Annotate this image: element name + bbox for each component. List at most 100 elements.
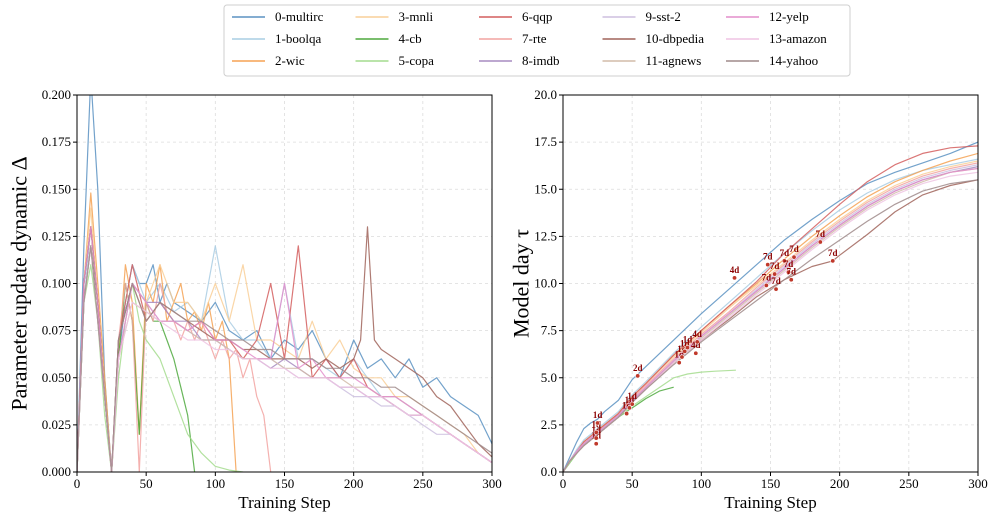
left-y-tick-label: 0.200: [42, 87, 71, 102]
right-y-tick-label: 7.5: [541, 323, 557, 338]
legend-label-13-amazon: 13-amazon: [769, 31, 827, 46]
legend-label-6-qqp: 6-qqp: [522, 9, 552, 24]
legend-label-12-yelp: 12-yelp: [769, 9, 809, 24]
left-y-tick-label: 0.000: [42, 464, 71, 479]
right-x-tick-label: 300: [968, 476, 988, 491]
right-series-0-multirc: [563, 141, 978, 472]
right-annotation-label: 7d: [789, 244, 799, 254]
left-y-tick-label: 0.050: [42, 370, 71, 385]
right-annotation-label: 1d: [627, 391, 637, 401]
right-annotation-marker: [629, 401, 635, 407]
left-y-tick-label: 0.150: [42, 181, 71, 196]
legend-label-1-boolqa: 1-boolqa: [275, 31, 321, 46]
right-annotation-marker: [684, 345, 690, 351]
right-annotation-label: 7d: [786, 267, 796, 277]
right-annotation-label: 1d: [593, 410, 603, 420]
left-series-group: [77, 95, 492, 472]
right-annotation-label: 7d: [762, 272, 772, 282]
legend-label-2-wic: 2-wic: [275, 53, 305, 68]
right-y-tick-label: 10.0: [534, 276, 557, 291]
right-series-6-qqp: [563, 145, 978, 472]
right-annotation-marker: [676, 360, 682, 366]
legend-label-14-yahoo: 14-yahoo: [769, 53, 818, 68]
left-y-tick-label: 0.125: [42, 228, 71, 243]
right-annotation-label: 1d: [683, 335, 693, 345]
right-x-tick-label: 200: [830, 476, 850, 491]
legend-label-8-imdb: 8-imdb: [522, 53, 560, 68]
right-series-1-boolqa: [563, 158, 978, 472]
right-annotation-label: 2d: [633, 363, 643, 373]
right-annotation-label: 4d: [691, 340, 701, 350]
right-annotation-marker: [732, 275, 738, 281]
right-x-axis-label: Training Step: [724, 493, 816, 512]
left-x-axis-label: Training Step: [238, 493, 330, 512]
right-annotation-label: 1d: [622, 401, 632, 411]
right-annotation-label: 4d: [730, 265, 740, 275]
right-annotation-marker: [765, 262, 771, 268]
right-annotation-marker: [635, 373, 641, 379]
legend-label-11-agnews: 11-agnews: [646, 53, 702, 68]
right-annotation-marker: [763, 282, 769, 288]
right-annotation-marker: [679, 354, 685, 360]
right-y-axis-label: Model day τ: [509, 229, 534, 338]
right-annotation-marker: [694, 339, 700, 345]
right-y-tick-label: 2.5: [541, 417, 557, 432]
right-annotation-label: 1d: [680, 338, 690, 348]
right-annotation-label: 1d: [674, 350, 684, 360]
right-y-tick-label: 0.0: [541, 464, 557, 479]
right-annotation-label: 7d: [816, 229, 826, 239]
right-annotation-marker: [772, 271, 778, 277]
right-y-tick-label: 12.5: [534, 228, 557, 243]
left-x-tick-label: 100: [206, 476, 226, 491]
right-annotation-label: 7d: [763, 252, 773, 262]
left-y-tick-label: 0.100: [42, 276, 71, 291]
legend-label-7-rte: 7-rte: [522, 31, 547, 46]
right-annotation-marker: [791, 254, 797, 260]
right-annotation-label: 1d: [677, 344, 687, 354]
left-x-tick-label: 150: [275, 476, 295, 491]
left-x-tick-label: 250: [413, 476, 433, 491]
left-x-tick-label: 0: [74, 476, 81, 491]
left-x-tick-label: 200: [344, 476, 364, 491]
left-y-tick-label: 0.075: [42, 323, 71, 338]
right-x-tick-label: 0: [560, 476, 567, 491]
left-x-tick-label: 50: [140, 476, 153, 491]
right-annotation-label: 7d: [784, 259, 794, 269]
right-annotation-marker: [693, 350, 699, 356]
right-x-tick-label: 250: [899, 476, 919, 491]
right-annotation-marker: [817, 239, 823, 245]
right-annotation-marker: [593, 429, 599, 435]
left-series-14-yahoo: [77, 245, 492, 472]
left-series-0-multirc: [77, 95, 492, 472]
left-chart: 0 50 100 150 200 250 300 0.000 0.025 0.050 0.075 0.…: [7, 87, 502, 512]
right-annotation-marker: [785, 269, 791, 275]
right-annotation-marker: [595, 420, 601, 426]
right-y-tick-label: 5.0: [541, 370, 557, 385]
left-y-tick-label: 0.175: [42, 134, 71, 149]
right-y-tick-label: 20.0: [534, 87, 557, 102]
right-annotation-marker: [626, 405, 632, 411]
legend-frame: [223, 4, 851, 77]
right-y-tick-label: 17.5: [534, 134, 557, 149]
right-annotation-marker: [773, 286, 779, 292]
right-annotation-marker: [624, 411, 630, 417]
right-annotation-marker: [830, 258, 836, 264]
right-annotation-marker: [788, 277, 794, 283]
legend-label-4-cb: 4-cb: [399, 31, 422, 46]
right-annotation-label: 7d: [771, 276, 781, 286]
right-x-tick-label: 100: [692, 476, 712, 491]
right-annotation-label: 7d: [770, 261, 780, 271]
left-y-axis-label: Parameter update dynamic Δ: [7, 156, 32, 410]
right-annotation-marker: [593, 435, 599, 441]
right-annotation-marker: [593, 441, 599, 447]
right-series-group: [563, 141, 978, 472]
legend-label-3-mnli: 3-mnli: [399, 9, 434, 24]
legend: 0-multirc 1-boolqa 2-wic 3-mnli 4-cb 5-copa 6-…: [223, 4, 851, 77]
right-x-tick-label: 150: [761, 476, 781, 491]
right-annotation-label: 1d: [625, 395, 635, 405]
right-series-14-yahoo: [563, 179, 978, 472]
legend-label-10-dbpedia: 10-dbpedia: [646, 31, 705, 46]
right-annotation-label: 7d: [828, 248, 838, 258]
right-annotation-marker: [781, 258, 787, 264]
